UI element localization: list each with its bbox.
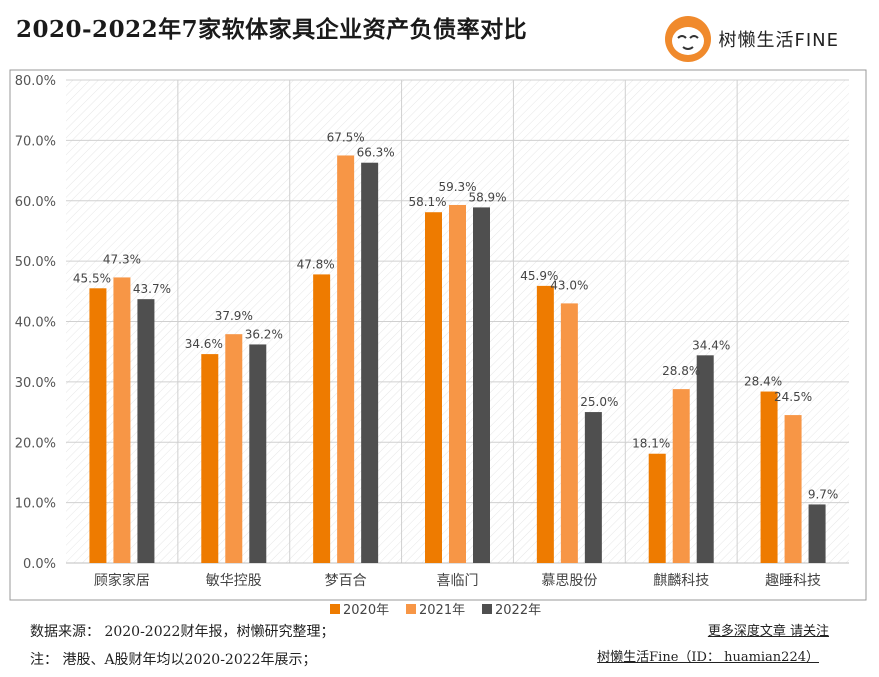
bar (201, 354, 219, 563)
chart-frame (9, 69, 867, 601)
x-tick-label: 喜临门 (437, 573, 479, 589)
y-tick-label: 80.0% (15, 74, 56, 89)
bar (560, 303, 578, 563)
data-label: 45.5% (73, 271, 111, 285)
x-tick-label: 梦百合 (325, 573, 367, 589)
data-label: 9.7% (808, 487, 839, 501)
chart-title: 2020-2022年7家软体家具企业资产负债率对比 (16, 16, 528, 43)
bar (89, 288, 107, 563)
data-label: 34.4% (692, 338, 730, 352)
brand: 树懒生活FINE (663, 14, 840, 64)
y-tick-label: 40.0% (15, 316, 56, 331)
data-label: 43.0% (550, 278, 588, 292)
legend-swatch (482, 604, 492, 614)
legend-label: 2021年 (419, 603, 465, 618)
bar (696, 355, 714, 563)
bar (313, 274, 331, 563)
data-source-note: 数据来源： 2020-2022财年报，树懒研究整理； (30, 624, 335, 640)
account-handle-link[interactable]: 树懒生活Fine（ID： huamian224） (597, 650, 819, 665)
bars (89, 155, 826, 564)
x-tick-label: 顾家家居 (94, 572, 150, 589)
bar (225, 334, 243, 563)
y-tick-label: 50.0% (15, 255, 56, 270)
footnote: 注： 港股、A股财年均以2020-2022年展示； (30, 652, 317, 668)
bar (449, 204, 466, 563)
bar (584, 412, 602, 563)
bar (113, 277, 131, 563)
brand-name: 树懒生活FINE (718, 30, 839, 51)
data-label: 28.8% (662, 364, 700, 378)
bar (473, 207, 490, 564)
x-tick-label: 慕思股份 (541, 573, 597, 589)
legend-swatch (406, 604, 416, 614)
data-labels: 45.5% 47.3% 43.7% 34.6% 37.9% 36.2% 47.8% 67.5%… (73, 130, 838, 501)
x-tick-label: 敏华控股 (206, 573, 262, 589)
data-label: 34.6% (185, 337, 223, 351)
x-axis-category-labels: 顾家家居 敏华控股 梦百合 喜临门 慕思股份 麒麟科技 趣睡科技 (94, 572, 821, 589)
sloth-logo-icon (663, 14, 713, 64)
data-label: 18.1% (632, 437, 670, 451)
legend-label: 2022年 (495, 603, 541, 618)
y-tick-label: 10.0% (15, 497, 56, 512)
bar (425, 212, 442, 563)
x-tick-label: 麒麟科技 (653, 573, 709, 589)
data-label: 36.2% (245, 327, 283, 341)
follow-cta-link[interactable]: 更多深度文章 请关注 (707, 624, 829, 639)
data-label: 37.9% (215, 309, 253, 323)
data-label: 25.0% (580, 395, 618, 409)
legend-label: 2020年 (343, 603, 389, 618)
data-label: 47.3% (103, 252, 141, 266)
y-tick-label: 0.0% (23, 557, 56, 572)
x-tick-label: 趣睡科技 (765, 573, 821, 589)
bar (784, 415, 802, 563)
legend-swatch (330, 604, 340, 614)
y-tick-label: 20.0% (15, 436, 56, 451)
data-label: 66.3% (357, 146, 395, 160)
y-tick-label: 70.0% (15, 134, 56, 149)
bar (249, 344, 267, 563)
data-label: 45.9% (520, 269, 558, 283)
data-label: 58.1% (408, 195, 446, 209)
data-label: 43.7% (133, 282, 171, 296)
y-tick-label: 60.0% (15, 195, 56, 210)
bar (337, 155, 355, 563)
data-label: 67.5% (327, 130, 365, 144)
y-axis-tick-labels: 0.0% 10.0% 20.0% 30.0% 40.0% 50.0% 60.0% 70.0% 8… (15, 74, 56, 572)
gridlines (66, 79, 849, 564)
bar (536, 285, 554, 563)
bar (760, 391, 778, 563)
data-label: 24.5% (774, 390, 812, 404)
bar (672, 389, 690, 563)
y-tick-label: 30.0% (15, 376, 56, 391)
data-label: 58.9% (468, 190, 506, 204)
data-label: 47.8% (297, 257, 335, 271)
bar (648, 453, 666, 563)
bar (361, 162, 379, 563)
data-label: 28.4% (744, 375, 782, 389)
data-label: 59.3% (438, 180, 476, 194)
bar (137, 299, 155, 563)
bar (808, 504, 826, 563)
legend: 2020年 2021年 2022年 (330, 603, 541, 618)
